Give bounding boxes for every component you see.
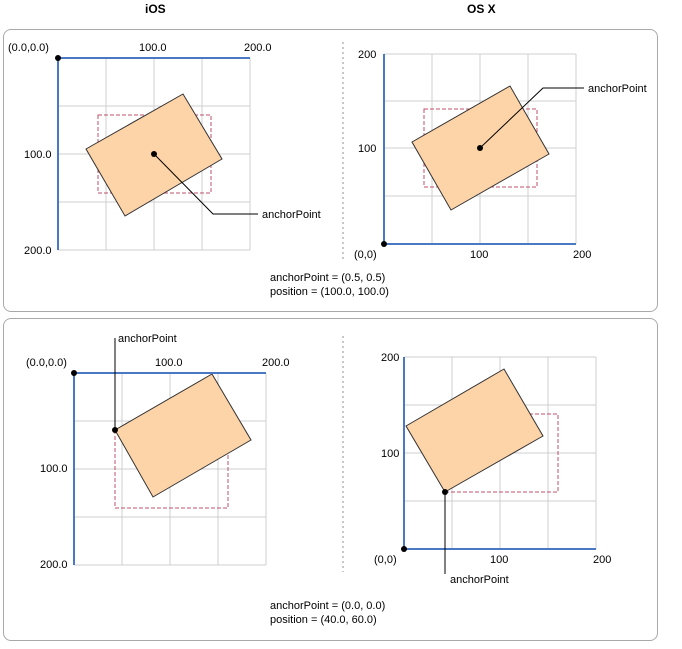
- panel2-ios-origin-label: (0.0,0.0): [26, 357, 67, 369]
- panel2-osx-x-tick-200: 200: [593, 554, 611, 566]
- panel1-ios-y-tick-200: 200.0: [24, 245, 52, 257]
- panel1-ios-callout-line: [153, 153, 258, 215]
- panel2-osx-origin-dot: [401, 546, 407, 552]
- panel1-ios-x-tick-100: 100.0: [139, 42, 167, 54]
- panel1-caption-anchor: anchorPoint = (0.5, 0.5): [270, 272, 385, 284]
- panel1-ios-origin-label: (0.0,0.0): [8, 42, 49, 54]
- panel1-ios-origin-dot: [55, 55, 61, 61]
- panel1-osx-grid: [384, 53, 577, 244]
- panel2-osx-y-tick-100: 100: [381, 448, 399, 460]
- panel2-ios-y-tick-200: 200.0: [40, 559, 68, 571]
- panel2-ios-callout-label: anchorPoint: [118, 333, 177, 345]
- panel1-osx-callout-label: anchorPoint: [588, 83, 647, 95]
- panel1-ios-callout-label: anchorPoint: [262, 209, 321, 221]
- panel2-ios-layer: [114, 373, 252, 498]
- panel2-ios-x-tick-100: 100.0: [155, 357, 183, 369]
- panel2-osx-origin-label: (0,0): [374, 554, 397, 566]
- panel2-caption-position: position = (40.0, 60.0): [270, 614, 377, 626]
- panel2-osx-callout-label: anchorPoint: [450, 574, 509, 586]
- panel1-osx-y-tick-100: 100: [358, 143, 376, 155]
- panel2-caption-anchor: anchorPoint = (0.0, 0.0): [270, 600, 385, 612]
- ios-header: iOS: [145, 2, 166, 16]
- panel1-osx-origin-label: (0,0): [354, 249, 377, 261]
- panel1-osx-y-tick-200: 200: [358, 49, 376, 61]
- panel2-osx-x-tick-100: 100: [490, 554, 508, 566]
- panel2-osx-layer: [405, 368, 544, 493]
- panel1-osx-origin-dot: [381, 241, 387, 247]
- panel1-osx-x-tick-100: 100: [470, 249, 488, 261]
- panel2-ios-y-tick-100: 100.0: [40, 463, 68, 475]
- panel1-osx-x-tick-200: 200: [573, 249, 591, 261]
- panel-anchor-origin: [3, 318, 658, 641]
- panel2-osx-y-tick-200: 200: [381, 352, 399, 364]
- panel1-ios-y-tick-100: 100.0: [24, 149, 52, 161]
- panel1-caption-position: position = (100.0, 100.0): [270, 286, 389, 298]
- osx-header: OS X: [467, 2, 496, 16]
- panel1-ios-x-tick-200: 200.0: [244, 42, 272, 54]
- panel2-ios-x-tick-200: 200.0: [262, 357, 290, 369]
- panel2-ios-origin-dot: [71, 370, 77, 376]
- panel1-osx-callout-line: [479, 87, 584, 149]
